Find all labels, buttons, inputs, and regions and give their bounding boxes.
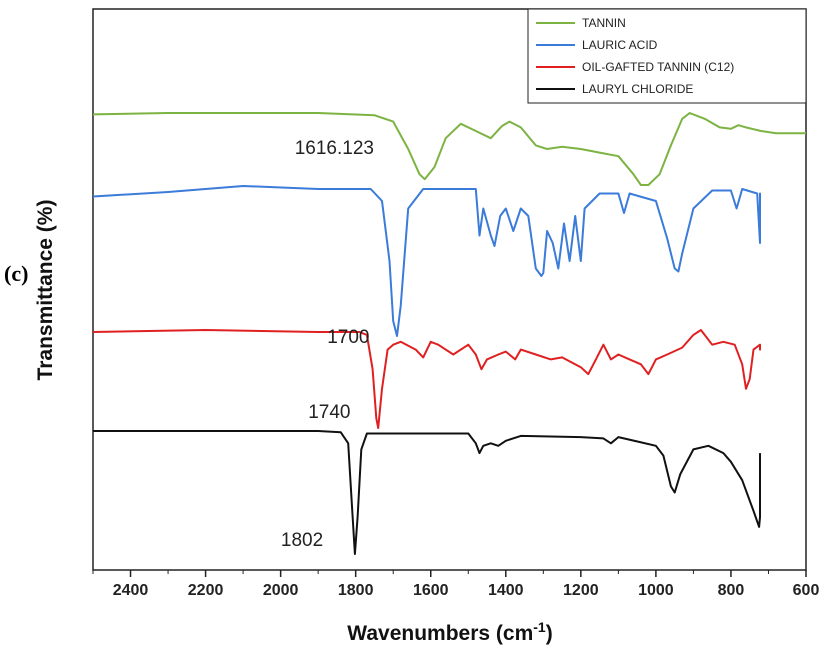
x-tick-label: 600 (793, 582, 820, 599)
y-axis-title: Transmittance (%) (34, 200, 57, 381)
peak-annotation: 1740 (308, 402, 350, 423)
x-tick-label: 2200 (188, 582, 224, 599)
peak-annotation: 1616.123 (295, 138, 374, 159)
x-tick-label: 1400 (488, 582, 524, 599)
x-axis-title: Wavenumbers (cm-1) (347, 619, 552, 645)
x-tick-label: 2400 (113, 582, 149, 599)
peak-annotation: 1802 (281, 530, 323, 551)
legend-label: OIL-GAFTED TANNIN (C12) (582, 60, 734, 74)
legend: TANNIN LAURIC ACID OIL-GAFTED TANNIN (C12)… (527, 8, 807, 104)
legend-items: TANNIN LAURIC ACID OIL-GAFTED TANNIN (C12)… (536, 16, 734, 96)
annotation-layer: 1616.123 1700 1740 1802 (281, 138, 374, 551)
panel-label: (c) (4, 261, 28, 286)
legend-label: LAURYL CHLORIDE (582, 82, 693, 96)
x-tick-label: 2000 (263, 582, 299, 599)
x-tick-label: 1600 (413, 582, 449, 599)
x-axis-ticks: 2400 2200 2000 1800 1600 1400 1200 1000 800 600 (92, 570, 820, 599)
legend-label: TANNIN (582, 16, 626, 30)
series-layer (92, 112, 806, 555)
plot-frame (92, 8, 807, 571)
x-tick-label: 800 (718, 582, 745, 599)
series-line-lauric-acid (92, 185, 761, 337)
x-tick-label: 1000 (638, 582, 674, 599)
series-line-lauryl-chloride (93, 430, 761, 555)
legend-box (527, 8, 807, 104)
x-tick-label: 1800 (338, 582, 374, 599)
series-line-oil-gafted-tannin-c12 (92, 329, 761, 429)
x-tick-label: 1200 (563, 582, 599, 599)
legend-label: LAURIC ACID (582, 38, 658, 52)
series-line-tannin (92, 112, 806, 186)
peak-annotation: 1700 (327, 327, 369, 348)
